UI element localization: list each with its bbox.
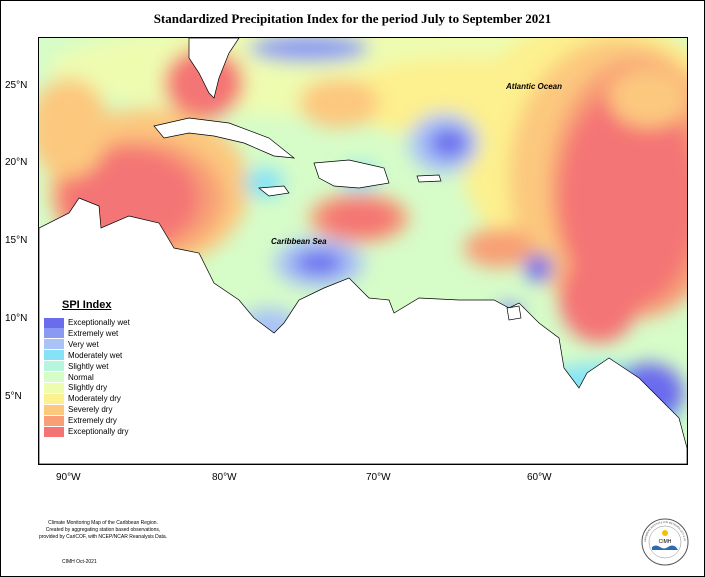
mainland — [39, 197, 687, 464]
logo-text: CIMH — [659, 539, 672, 545]
legend-label: Slightly wet — [68, 361, 109, 371]
legend-item: Extremely dry — [44, 415, 117, 426]
legend-item: Normal — [44, 372, 94, 383]
florida-land — [188, 38, 240, 99]
y-tick-20n: 20°N — [5, 157, 28, 168]
wave-icon — [652, 545, 678, 550]
credit-line-2: Created by aggregating station based obs… — [45, 527, 161, 533]
legend-item: Moderately dry — [44, 393, 121, 404]
legend-item: Slightly wet — [44, 361, 108, 372]
legend-label: Severely dry — [68, 405, 113, 415]
legend-label: Extremely wet — [68, 328, 119, 338]
credit-line-3: provided by CariCOF, with NCEP/NCAR Rean… — [38, 534, 168, 540]
map-panel — [38, 37, 688, 465]
trinidad-island — [506, 305, 522, 321]
legend-swatch — [44, 361, 64, 372]
y-tick-5n: 5°N — [5, 391, 22, 402]
legend-item: Extremely wet — [44, 328, 118, 339]
caribbean-sea-label: Caribbean Sea — [271, 237, 327, 246]
legend-item: Very wet — [44, 339, 99, 350]
legend-label: Normal — [68, 372, 94, 382]
legend-item: Severely dry — [44, 404, 112, 415]
map-title: Standardized Precipitation Index for the… — [153, 11, 552, 26]
legend-label: Exceptionally dry — [68, 427, 129, 436]
land-masses — [39, 38, 687, 464]
x-tick-70w: 70°W — [366, 472, 391, 483]
legend-label: Moderately wet — [68, 350, 123, 360]
legend-swatch — [44, 350, 64, 361]
hispaniola-island — [313, 159, 390, 189]
legend-swatch — [44, 382, 64, 393]
legend-swatch — [44, 415, 64, 426]
legend-item: Slightly dry — [44, 382, 107, 393]
sun-icon — [662, 530, 668, 536]
x-tick-80w: 80°W — [212, 472, 237, 483]
legend-label: Exceptionally wet — [68, 318, 130, 327]
legend-swatch — [44, 317, 64, 328]
y-tick-10n: 10°N — [5, 313, 28, 324]
legend-label: Slightly dry — [68, 383, 108, 393]
legend-swatch — [44, 339, 64, 350]
legend-item: Exceptionally dry — [44, 426, 128, 437]
x-tick-90w: 90°W — [56, 472, 81, 483]
puerto-rico-island — [416, 174, 442, 183]
cuba-island — [153, 117, 296, 159]
legend-item: Moderately wet — [44, 350, 122, 361]
legend-title: SPI Index — [62, 299, 112, 311]
credit-date: CIMH Oct-2021 — [62, 559, 97, 565]
legend-label: Very wet — [68, 339, 99, 349]
legend-swatch — [44, 404, 64, 415]
y-tick-25n: 25°N — [5, 80, 28, 91]
spi-map — [39, 38, 687, 464]
y-tick-15n: 15°N — [5, 235, 28, 246]
legend-swatch — [44, 426, 64, 437]
legend-swatch — [44, 372, 64, 382]
jamaica-island — [258, 185, 290, 197]
legend-item: Exceptionally wet — [44, 317, 130, 328]
legend-label: Extremely dry — [68, 416, 117, 426]
map-credits: Climate Monitoring Map of the Caribbean … — [8, 520, 198, 541]
legend-label: Moderately dry — [68, 394, 121, 404]
legend-swatch — [44, 393, 64, 404]
legend-swatch — [44, 328, 64, 339]
cimh-logo: CIMH CARIBBEAN INSTITUTE FOR METEOROLOGY… — [640, 517, 689, 566]
x-tick-60w: 60°W — [527, 472, 552, 483]
credit-line-1: Climate Monitoring Map of the Caribbean … — [48, 520, 158, 526]
atlantic-ocean-label: Atlantic Ocean — [506, 82, 563, 91]
